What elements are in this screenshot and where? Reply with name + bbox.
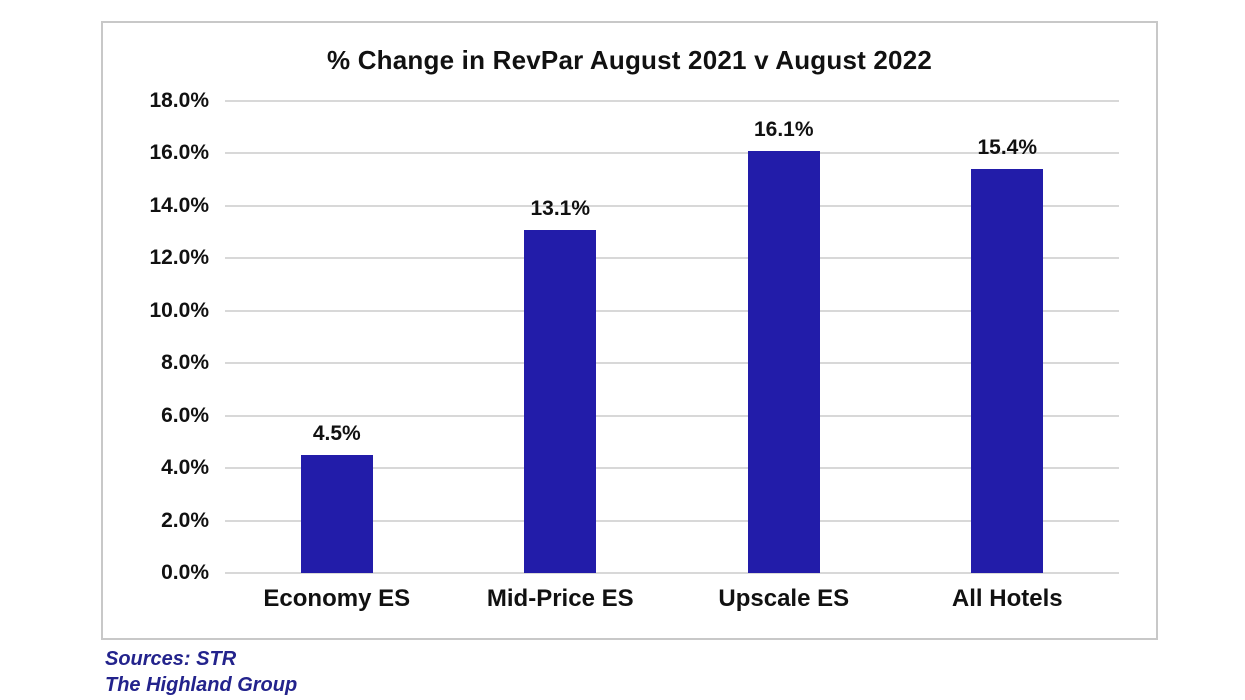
bars-row: 4.5% 13.1% 16.1% 15.4% [225, 101, 1119, 573]
gridline [225, 572, 1119, 574]
gridline [225, 414, 1119, 417]
y-axis-tick-label: 14.0% [149, 193, 209, 217]
y-axis-tick-label: 2.0% [161, 508, 209, 532]
y-axis-tick-label: 18.0% [149, 89, 209, 112]
gridline [225, 467, 1119, 470]
sources-line-2: The Highland Group [105, 674, 298, 696]
y-axis-tick-label: 6.0% [161, 403, 209, 427]
gridline [225, 362, 1119, 365]
x-axis: Economy ES Mid-Price ES Upscale ES All Hote… [225, 585, 1119, 619]
gridline [225, 309, 1119, 312]
x-axis-category-label: Upscale ES [718, 585, 850, 612]
bar-value-label: 13.1% [530, 196, 591, 220]
y-axis-tick-label: 0.0% [161, 561, 209, 584]
bar [971, 169, 1044, 573]
x-axis-category-label: Economy ES [263, 585, 411, 612]
bar-group: 4.5% [225, 422, 449, 573]
bar-group: 15.4% [896, 136, 1120, 573]
x-axis-category-label: Mid-Price ES [486, 585, 634, 612]
y-axis-tick-label: 16.0% [149, 141, 209, 165]
gridline [225, 100, 1119, 102]
y-axis: 0.0% 2.0% 4.0% 6.0% 8.0% 10.0% 12.0% 14.0% 16.0%… [103, 89, 209, 584]
bar-value-label: 16.1% [753, 117, 814, 141]
gridline [225, 519, 1119, 522]
x-axis-category-label: All Hotels [951, 585, 1063, 612]
gridline [225, 204, 1119, 207]
bar [747, 150, 820, 573]
sources-note: Sources: STR The Highland Group [105, 646, 297, 698]
y-axis-tick-label: 10.0% [149, 298, 209, 322]
bar-value-label: 4.5% [312, 422, 361, 445]
bar [524, 229, 597, 573]
chart-container: % Change in RevPar August 2021 v August … [101, 21, 1158, 640]
sources-line-1: Sources: STR [105, 648, 237, 670]
chart-title: % Change in RevPar August 2021 v August … [326, 45, 933, 75]
y-axis-tick-label: 4.0% [161, 456, 209, 480]
y-axis-tick-label: 8.0% [161, 351, 209, 375]
bar [300, 455, 373, 573]
bar-group: 13.1% [449, 196, 673, 573]
bar-value-label: 15.4% [977, 136, 1038, 160]
gridline [225, 257, 1119, 260]
y-axis-tick-label: 12.0% [149, 246, 209, 270]
gridline [225, 152, 1119, 155]
bar-group: 16.1% [672, 118, 896, 573]
plot-area: 4.5% 13.1% 16.1% 15.4% [225, 100, 1119, 574]
